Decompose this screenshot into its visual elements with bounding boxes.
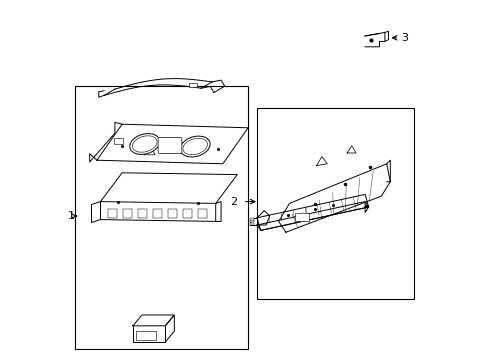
Bar — [107, 209, 117, 218]
Ellipse shape — [132, 136, 157, 152]
FancyBboxPatch shape — [158, 138, 182, 153]
Ellipse shape — [183, 138, 207, 155]
Bar — [75, 86, 247, 349]
Bar — [138, 209, 146, 218]
Bar — [250, 220, 253, 222]
Text: 2: 2 — [230, 197, 237, 207]
Bar — [198, 209, 207, 218]
Bar — [114, 138, 123, 144]
Bar — [168, 209, 177, 218]
Ellipse shape — [180, 136, 210, 157]
Bar — [122, 209, 132, 218]
Bar — [294, 213, 309, 221]
Bar — [250, 218, 253, 220]
Bar — [183, 209, 192, 218]
Bar — [250, 223, 253, 225]
Bar — [153, 209, 162, 218]
Text: 3: 3 — [400, 33, 407, 43]
Text: 1: 1 — [67, 211, 74, 221]
Bar — [136, 331, 156, 340]
Bar — [188, 83, 196, 87]
Bar — [257, 108, 413, 299]
Ellipse shape — [129, 134, 160, 154]
